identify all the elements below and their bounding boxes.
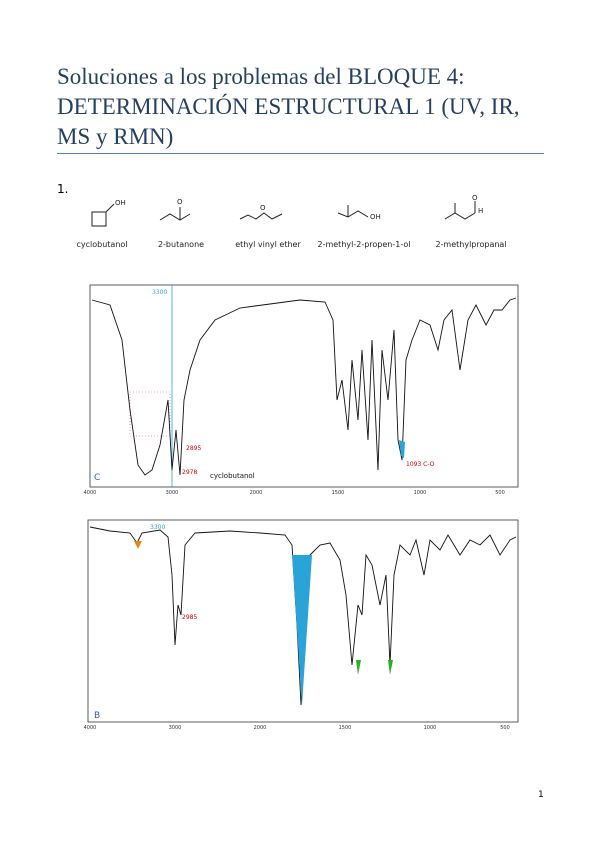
title-line: Soluciones a los problemas del BLOQUE 4:: [57, 64, 465, 89]
molecule-name: ethyl vinyl ether: [235, 240, 301, 249]
peak-label: 1093 C-O: [406, 461, 435, 468]
svg-text:O: O: [260, 204, 266, 212]
svg-text:OH: OH: [115, 199, 126, 207]
x-tick-label: 3000: [166, 490, 179, 495]
x-tick-label: 2000: [254, 725, 267, 731]
svg-text:OH: OH: [370, 213, 381, 221]
x-tick-label: 2000: [250, 490, 263, 495]
structures: OH O O OH HO: [91, 195, 483, 227]
svg-text:O: O: [472, 195, 478, 202]
marker-label: 3300: [150, 524, 165, 531]
spectrum-2: 3300 2985 B 4000 3000 2000 1500 1000 500: [84, 519, 519, 731]
x-tick-label: 1000: [424, 725, 437, 731]
title-line: DETERMINACIÓN ESTRUCTURAL 1 (UV, IR,: [57, 94, 520, 119]
x-tick-label: 1500: [339, 725, 352, 731]
peak-label: 2895: [186, 445, 201, 452]
x-tick-label: 500: [495, 490, 505, 495]
title-line: MS y RMN): [57, 124, 174, 149]
sample-label: B: [94, 711, 100, 721]
x-tick-label: 1000: [414, 490, 427, 495]
x-tick-label: 3000: [169, 725, 182, 731]
spectrum-1: 3300 2895 2978 1093 C-O C cyclobutanol 4…: [84, 284, 519, 495]
peak-label: 2985: [182, 614, 197, 621]
peak-label: 2978: [182, 469, 197, 476]
marker-label: 3300: [152, 289, 167, 296]
page-number: 1: [538, 790, 544, 800]
x-tick-label: 1500: [332, 490, 345, 495]
title: Soluciones a los problemas del BLOQUE 4:…: [57, 62, 520, 152]
x-tick-label: 4000: [84, 725, 97, 731]
sample-label: C: [94, 473, 100, 483]
svg-text:O: O: [177, 198, 183, 206]
molecule-name: 2-methyl-2-propen-1-ol: [317, 240, 411, 249]
svg-text:H: H: [478, 207, 483, 215]
x-tick-label: 4000: [84, 490, 97, 495]
compound-label: cyclobutanol: [210, 472, 255, 480]
molecule-name: 2-methylpropanal: [435, 240, 507, 249]
problem-number: 1.: [57, 182, 69, 196]
molecule-name: 2-butanone: [157, 240, 205, 249]
title-rule: [57, 153, 544, 154]
molecule-name: cyclobutanol: [76, 240, 128, 249]
x-tick-label: 500: [500, 725, 510, 731]
